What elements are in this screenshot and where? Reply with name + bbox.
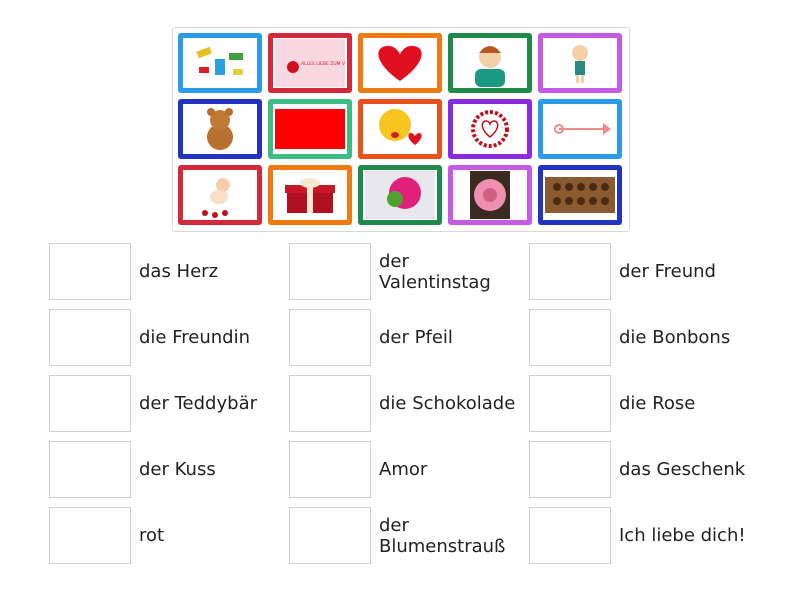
image-tile[interactable] (178, 165, 262, 225)
valentines-card-icon: ALLES LIEBE ZUM VALENTINSTAG! (275, 39, 345, 87)
image-tile[interactable]: ALLES LIEBE ZUM VALENTINSTAG! (268, 33, 352, 93)
word-label: Amor (379, 441, 524, 498)
girl-icon (572, 45, 588, 83)
word-label-text: das Geschenk (619, 459, 746, 480)
hearts-wreath-icon (471, 110, 509, 148)
word-label: die Bonbons (619, 309, 764, 366)
word-label-text: die Schokolade (379, 393, 516, 414)
word-label-text: das Herz (139, 261, 219, 282)
image-tile[interactable] (538, 33, 622, 93)
drop-slot[interactable] (289, 375, 371, 432)
image-tile[interactable] (268, 165, 352, 225)
boy-icon (475, 46, 505, 87)
word-label-text: der Valentinstag (379, 250, 491, 293)
word-label-text: die Freundin (139, 327, 250, 348)
word-label-text: der Pfeil (379, 327, 453, 348)
image-tile[interactable] (538, 165, 622, 225)
word-label: Ich liebe dich! (619, 507, 764, 564)
word-label-text: der Kuss (139, 459, 216, 480)
word-label-text: der Freund (619, 261, 716, 282)
image-tile[interactable] (178, 33, 262, 93)
image-tile[interactable] (358, 165, 442, 225)
image-tiles-panel: ALLES LIEBE ZUM VALENTINSTAG! (172, 27, 630, 232)
drop-slot[interactable] (49, 375, 131, 432)
heart-icon (378, 45, 422, 81)
drop-slot[interactable] (529, 309, 611, 366)
drop-slot[interactable] (49, 243, 131, 300)
word-label: das Herz (139, 243, 284, 300)
cupid-icon (202, 178, 230, 218)
drop-slot[interactable] (529, 441, 611, 498)
word-label: der Kuss (139, 441, 284, 498)
image-tile[interactable] (448, 99, 532, 159)
chocolates-icon (545, 177, 615, 213)
bouquet-icon (365, 171, 435, 219)
word-label: der Pfeil (379, 309, 524, 366)
image-tile[interactable] (448, 33, 532, 93)
drop-slot[interactable] (49, 507, 131, 564)
word-label: die Schokolade (379, 375, 524, 432)
word-label-text: die Bonbons (619, 327, 731, 348)
image-tile[interactable] (358, 33, 442, 93)
image-tile[interactable] (538, 99, 622, 159)
drop-slot[interactable] (529, 507, 611, 564)
word-label: der Valentinstag (379, 243, 524, 300)
red-color-icon (275, 109, 345, 149)
drop-slot[interactable] (529, 243, 611, 300)
drop-slot[interactable] (289, 441, 371, 498)
image-tile[interactable] (178, 99, 262, 159)
word-label-text: Ich liebe dich! (619, 525, 746, 546)
arrow-icon (554, 123, 611, 135)
word-label-text: rot (139, 525, 165, 546)
image-tile[interactable] (268, 99, 352, 159)
drop-slot[interactable] (289, 507, 371, 564)
word-label-text: der Blumenstrauß (379, 514, 506, 557)
drop-slot[interactable] (49, 441, 131, 498)
word-label: rot (139, 507, 284, 564)
drop-slot[interactable] (529, 375, 611, 432)
drop-slot[interactable] (289, 309, 371, 366)
rose-icon (470, 171, 510, 219)
word-label-text: die Rose (619, 393, 696, 414)
word-label: die Rose (619, 375, 764, 432)
image-tile[interactable] (358, 99, 442, 159)
gift-icon (285, 178, 335, 213)
kiss-emoji-icon (379, 109, 422, 145)
word-label: die Freundin (139, 309, 284, 366)
drop-slot[interactable] (289, 243, 371, 300)
word-label-text: Amor (379, 459, 428, 480)
teddy-bear-icon (207, 108, 233, 150)
word-label: der Blumenstrauß (379, 507, 524, 564)
word-label: der Teddybär (139, 375, 284, 432)
word-label-text: der Teddybär (139, 393, 257, 414)
svg-text:ALLES LIEBE ZUM VALENTINSTAG!: ALLES LIEBE ZUM VALENTINSTAG! (301, 61, 345, 67)
word-label: das Geschenk (619, 441, 764, 498)
candies-icon (196, 46, 243, 75)
word-label: der Freund (619, 243, 764, 300)
drop-slot[interactable] (49, 309, 131, 366)
image-tile[interactable] (448, 165, 532, 225)
